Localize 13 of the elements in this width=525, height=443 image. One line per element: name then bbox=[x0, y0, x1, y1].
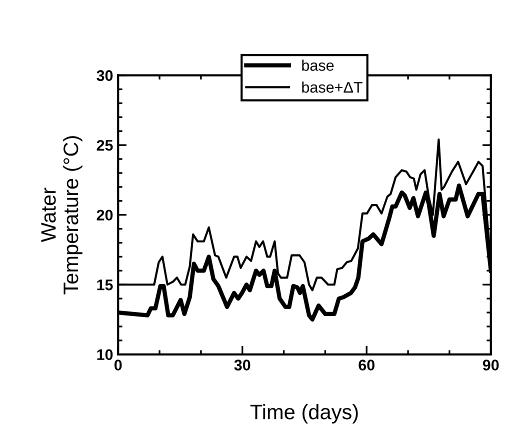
x-tick-label: 60 bbox=[358, 360, 374, 370]
x-tick-label: 30 bbox=[234, 360, 250, 371]
y-tick-label: 30 bbox=[96, 70, 113, 82]
x-tick-label: 0 bbox=[114, 360, 122, 370]
y-tick-label: 20 bbox=[96, 210, 113, 221]
y-tick-label: 10 bbox=[97, 349, 113, 360]
x-tick-label: 90 bbox=[482, 360, 499, 370]
legend-label: base bbox=[302, 60, 334, 71]
y-axis-title: Water Temperature (°C) bbox=[41, 136, 82, 294]
y-tick-label: 15 bbox=[97, 280, 113, 290]
y-tick-label: 25 bbox=[96, 140, 113, 151]
x-axis-title: Time (days) bbox=[250, 404, 358, 424]
legend-label: base+ΔT bbox=[302, 82, 362, 93]
